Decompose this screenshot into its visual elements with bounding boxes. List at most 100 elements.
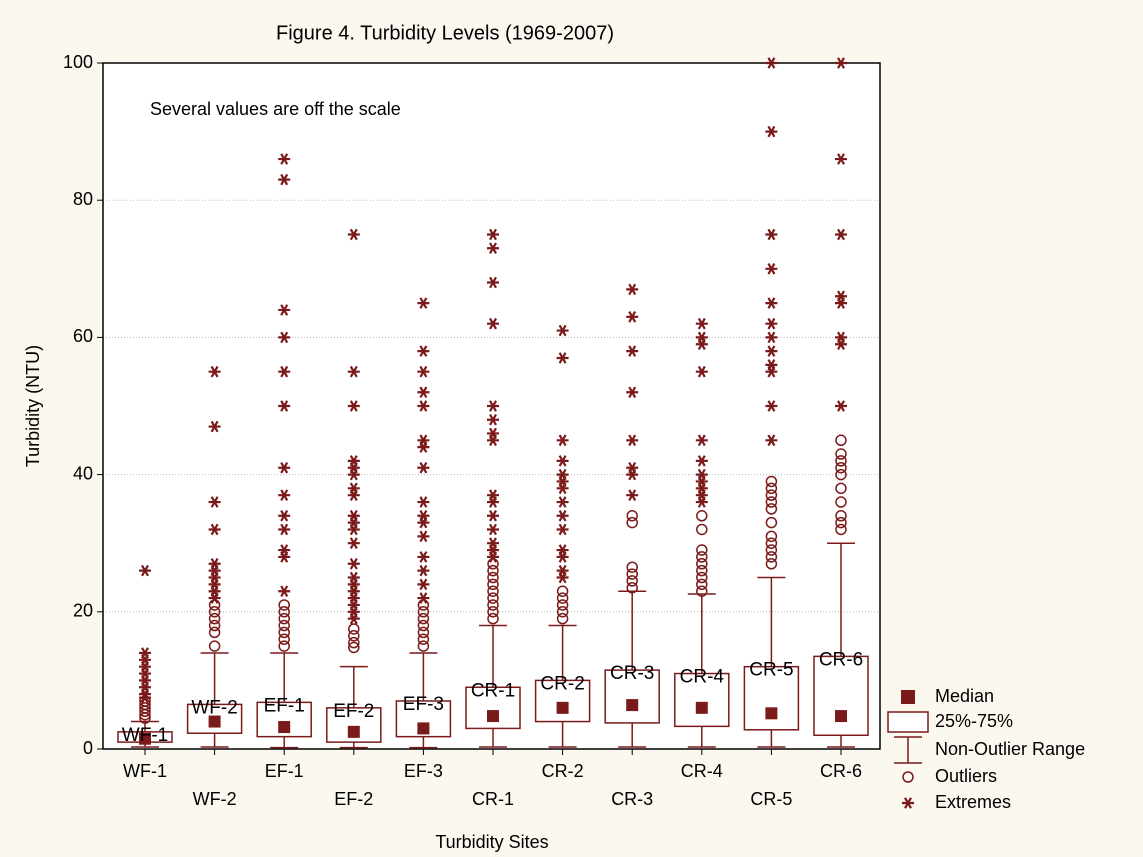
y-tick-label: 80 xyxy=(73,189,93,209)
extreme xyxy=(278,461,291,474)
extreme xyxy=(835,57,847,69)
outlier xyxy=(487,585,499,597)
y-axis-label: Turbidity (NTU) xyxy=(23,345,43,467)
extreme xyxy=(765,345,778,357)
extreme xyxy=(278,400,291,412)
outlier xyxy=(835,455,847,467)
extreme xyxy=(695,434,708,447)
median xyxy=(208,715,221,728)
extreme xyxy=(556,544,569,556)
legend-box xyxy=(887,711,929,733)
median xyxy=(626,699,639,712)
x-tick-label: WF-1 xyxy=(123,761,167,781)
extreme xyxy=(626,434,639,447)
outlier xyxy=(765,558,778,570)
extreme xyxy=(347,482,360,495)
extreme xyxy=(208,558,221,570)
outlier xyxy=(835,510,847,522)
outlier xyxy=(626,568,638,580)
outlier xyxy=(696,585,708,597)
outlier xyxy=(278,633,290,645)
extreme xyxy=(278,523,291,536)
x-tick-label: WF-2 xyxy=(193,789,237,809)
box-label: CR-1 xyxy=(471,680,515,701)
outlier xyxy=(835,461,847,474)
extreme xyxy=(765,317,778,330)
extreme xyxy=(487,276,499,289)
outlier xyxy=(835,516,847,529)
outlier xyxy=(348,623,360,635)
outlier xyxy=(765,530,778,543)
outlier xyxy=(417,619,430,632)
outlier xyxy=(835,482,847,495)
extreme xyxy=(487,509,499,522)
median xyxy=(417,722,430,735)
median xyxy=(487,710,499,723)
extreme xyxy=(556,468,569,481)
legend-label: 25%-75% xyxy=(935,711,1013,731)
outlier xyxy=(278,599,290,611)
extreme xyxy=(626,311,639,323)
box xyxy=(395,700,452,738)
median xyxy=(765,707,778,720)
extreme xyxy=(278,365,291,378)
outlier xyxy=(208,612,221,625)
extreme xyxy=(765,263,778,275)
outlier xyxy=(139,702,151,714)
extreme xyxy=(347,509,360,522)
outlier xyxy=(626,575,638,587)
outlier xyxy=(835,523,847,536)
extreme xyxy=(139,647,151,659)
x-tick-label: CR-2 xyxy=(542,761,584,781)
legend-label: Extremes xyxy=(935,792,1011,812)
extreme xyxy=(417,530,430,543)
outlier xyxy=(208,606,221,618)
extreme xyxy=(626,283,639,296)
extreme xyxy=(765,400,778,412)
extreme xyxy=(556,434,569,447)
extreme xyxy=(765,434,778,447)
extreme xyxy=(347,365,360,378)
extreme xyxy=(626,489,639,501)
outlier xyxy=(556,599,569,611)
extreme xyxy=(278,173,291,186)
x-tick-label: CR-5 xyxy=(750,789,792,809)
extreme xyxy=(208,365,221,378)
box-label: CR-3 xyxy=(610,663,654,684)
outlier xyxy=(487,564,499,577)
median xyxy=(278,721,291,734)
extreme xyxy=(695,468,708,481)
outlier xyxy=(696,523,708,536)
extreme xyxy=(556,509,569,522)
chart-title: Figure 4. Turbidity Levels (1969-2007) xyxy=(276,22,614,44)
outlier xyxy=(626,510,638,522)
outlier xyxy=(348,641,360,654)
outlier xyxy=(278,619,290,632)
extreme xyxy=(556,564,569,577)
extreme xyxy=(765,125,778,138)
extreme xyxy=(278,331,291,344)
outlier xyxy=(765,496,778,508)
outlier xyxy=(765,482,778,495)
outlier xyxy=(348,636,360,649)
outlier xyxy=(278,640,290,652)
extreme xyxy=(347,455,360,467)
annotation: Several values are off the scale xyxy=(150,99,401,119)
extreme xyxy=(835,331,847,344)
y-tick-label: 0 xyxy=(83,738,93,758)
box-label: EF-1 xyxy=(264,695,305,716)
extreme xyxy=(417,365,430,378)
outlier xyxy=(765,489,778,501)
outlier xyxy=(765,475,778,488)
extreme xyxy=(417,434,430,447)
box xyxy=(813,655,869,737)
outlier xyxy=(417,606,430,618)
extreme xyxy=(417,509,430,522)
box-label: CR-4 xyxy=(680,667,725,688)
extreme xyxy=(556,455,569,467)
outlier xyxy=(487,612,499,625)
extreme xyxy=(487,413,499,426)
extreme xyxy=(417,386,430,399)
extreme xyxy=(765,359,778,371)
box-label: EF-3 xyxy=(403,694,444,715)
